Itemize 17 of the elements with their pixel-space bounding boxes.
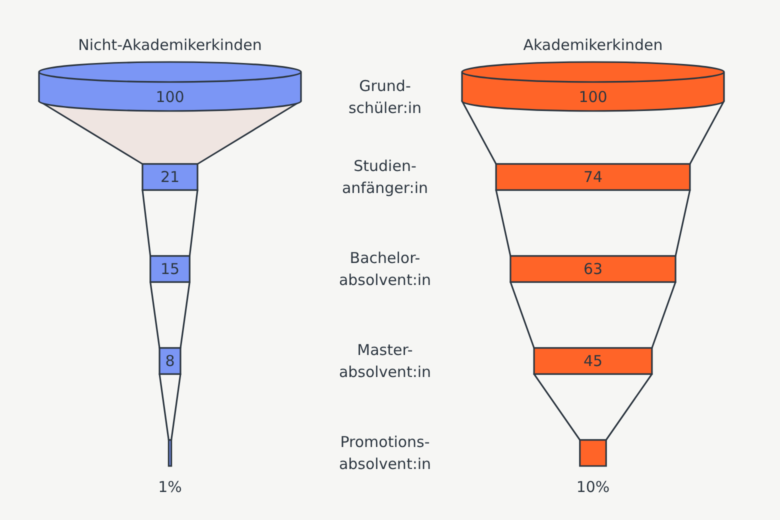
category-label: Bachelor- absolvent:in [338,249,432,289]
data-label: 45 [583,352,603,370]
data-label: 10% [576,478,610,496]
category-label: Master- absolvent:in [338,341,432,381]
category-label: Promotions- absolvent:in [338,433,432,473]
data-label: 63 [583,260,603,278]
series-label: Akademikerkinden [523,36,663,54]
data-label: 15 [160,260,180,278]
data-label: 21 [160,168,180,186]
category-label: Grund- schüler:in [348,77,422,117]
data-label: 100 [578,88,608,106]
data-label: 8 [165,352,175,370]
data-label: 1% [158,478,182,496]
category-label: Studien- anfänger:in [342,157,428,197]
series-label: Nicht-Akademikerkinden [78,36,262,54]
data-label: 74 [583,168,603,186]
data-label: 100 [156,88,184,106]
